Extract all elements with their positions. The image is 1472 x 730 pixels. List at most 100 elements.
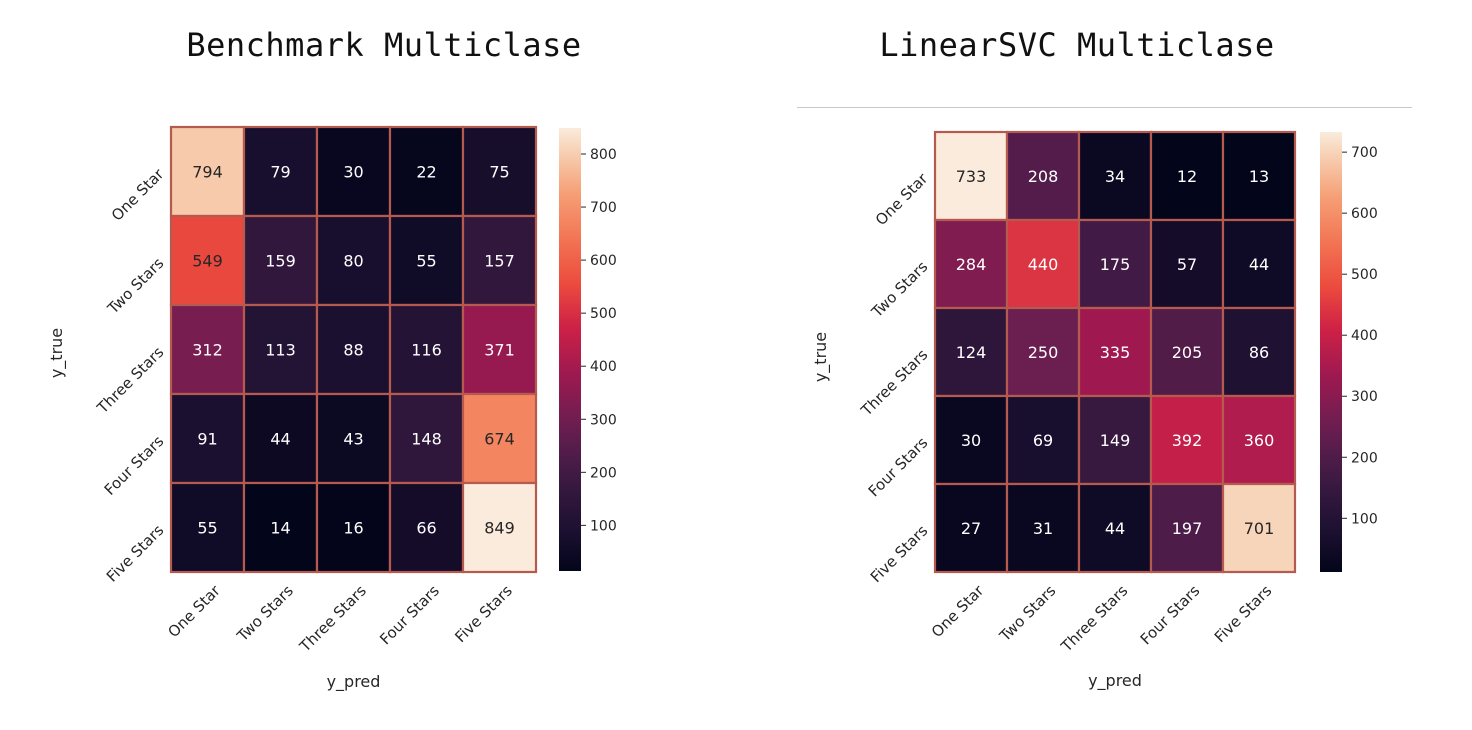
cell-value-label: 175 — [1100, 255, 1131, 274]
colorbar-tick-label: 100 — [1351, 511, 1378, 527]
x-axis-label: y_pred — [1088, 671, 1142, 691]
y-tick-label: Two Stars — [103, 254, 167, 318]
cell-value-label: 27 — [961, 519, 981, 538]
cell-value-label: 43 — [343, 430, 363, 449]
heatmap-cell — [1077, 306, 1153, 398]
heatmap-cell — [315, 125, 392, 218]
cell-value-label: 849 — [484, 519, 515, 538]
colorbar-tick-label: 400 — [1351, 328, 1378, 344]
colorbar-tick-label: 800 — [590, 147, 617, 163]
cell-value-label: 12 — [1177, 167, 1197, 186]
x-tick-label: Two Stars — [233, 582, 297, 646]
heatmap-cell — [1221, 218, 1297, 310]
heatmap-cell — [1149, 130, 1225, 222]
heatmap-1: 733 208 34 12 13 284 440 175 57 44 124 250 335 205 86 3… — [811, 130, 1378, 691]
cell-value-label: 549 — [192, 252, 223, 271]
cell-value-label: 701 — [1244, 519, 1275, 538]
heatmap-0: 794 79 30 22 75 549 159 80 55 157 312 113 88 116 371 91… — [47, 125, 617, 692]
cell-value-label: 66 — [416, 519, 436, 538]
cell-value-label: 335 — [1100, 343, 1131, 362]
heatmap-cell — [1221, 394, 1297, 486]
cell-value-label: 80 — [343, 252, 363, 271]
y-tick-label: Four Stars — [865, 434, 932, 501]
colorbar-tick-label: 400 — [590, 359, 617, 375]
chart-title-linearsvc: LinearSVC Multiclase — [879, 26, 1275, 64]
heatmap-cell — [315, 303, 392, 396]
heatmap-cell — [169, 214, 246, 307]
cell-value-label: 88 — [343, 341, 363, 360]
cell-value-label: 91 — [197, 430, 217, 449]
cell-value-label: 34 — [1105, 167, 1125, 186]
cell-value-label: 113 — [265, 341, 296, 360]
y-tick-label: Five Stars — [103, 521, 168, 586]
colorbar-tick-label: 600 — [590, 253, 617, 269]
cell-value-label: 31 — [1033, 519, 1053, 538]
heatmap-cell — [1077, 130, 1153, 222]
cell-value-label: 30 — [961, 431, 981, 450]
x-tick-label: Two Stars — [995, 582, 1059, 646]
x-tick-label: Four Stars — [1137, 582, 1204, 649]
y-axis-label: y_true — [811, 332, 831, 382]
cell-value-label: 13 — [1249, 167, 1269, 186]
cell-value-label: 157 — [484, 252, 515, 271]
x-tick-label: Four Stars — [376, 582, 443, 649]
cell-value-label: 124 — [956, 343, 987, 362]
x-tick-label: Five Stars — [451, 582, 516, 647]
cell-value-label: 284 — [956, 255, 987, 274]
heatmap-cell — [1005, 482, 1081, 574]
x-axis-label: y_pred — [327, 672, 381, 692]
y-tick-label: Three Stars — [857, 346, 932, 421]
chart-title-benchmark: Benchmark Multiclase — [186, 26, 582, 64]
heatmap-cell — [461, 392, 538, 485]
colorbar-tick-label: 600 — [1351, 206, 1378, 222]
heatmap-cell — [315, 481, 392, 574]
colorbar-tick-label: 100 — [590, 518, 617, 534]
heatmap-cell — [933, 394, 1009, 486]
cell-value-label: 208 — [1028, 167, 1059, 186]
cell-value-label: 69 — [1033, 431, 1053, 450]
cell-value-label: 44 — [1105, 519, 1125, 538]
cell-value-label: 674 — [484, 430, 515, 449]
heatmap-cell — [461, 481, 538, 574]
heatmap-cell — [461, 125, 538, 218]
heatmap-cell — [169, 125, 246, 218]
heatmap-cell — [169, 303, 246, 396]
heatmap-cell — [388, 303, 465, 396]
heatmap-cell — [1077, 394, 1153, 486]
cell-value-label: 148 — [411, 430, 442, 449]
colorbar-tick-label: 200 — [1351, 450, 1378, 466]
heatmap-cell — [1221, 482, 1297, 574]
cell-value-label: 159 — [265, 252, 296, 271]
separator-line — [797, 107, 1412, 108]
cell-value-label: 79 — [270, 163, 290, 182]
colorbar-tick-label: 200 — [590, 465, 617, 481]
cell-value-label: 55 — [416, 252, 436, 271]
heatmap-cell — [169, 392, 246, 485]
colorbar-tick-label: 500 — [590, 306, 617, 322]
cell-value-label: 733 — [956, 167, 987, 186]
cell-value-label: 22 — [416, 163, 436, 182]
y-tick-label: Two Stars — [867, 258, 931, 322]
y-tick-label: One Star — [108, 165, 168, 225]
heatmap-cell — [1005, 306, 1081, 398]
heatmap-cell — [1005, 130, 1081, 222]
y-tick-label: Three Stars — [93, 343, 168, 418]
cell-value-label: 197 — [1172, 519, 1203, 538]
heatmap-cell — [388, 392, 465, 485]
cell-value-label: 312 — [192, 341, 223, 360]
cell-value-label: 392 — [1172, 431, 1203, 450]
x-tick-label: One Star — [164, 581, 224, 641]
colorbar — [559, 128, 581, 571]
colorbar-tick-label: 500 — [1351, 267, 1378, 283]
cell-value-label: 440 — [1028, 255, 1059, 274]
cell-value-label: 360 — [1244, 431, 1275, 450]
cell-value-label: 16 — [343, 519, 363, 538]
heatmap-cell — [242, 125, 319, 218]
x-tick-label: Three Stars — [295, 582, 370, 657]
heatmap-cell — [242, 481, 319, 574]
x-tick-label: Three Stars — [1057, 582, 1132, 657]
heatmap-cell — [461, 214, 538, 307]
colorbar-tick-label: 700 — [1351, 145, 1378, 161]
colorbar — [1320, 132, 1342, 572]
